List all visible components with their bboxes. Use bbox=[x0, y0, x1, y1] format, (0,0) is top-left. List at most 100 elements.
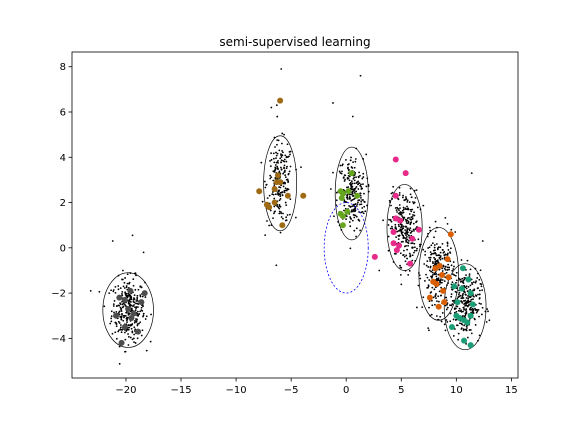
unlabeled-point bbox=[422, 249, 424, 251]
unlabeled-point bbox=[270, 107, 272, 109]
unlabeled-point bbox=[115, 322, 117, 324]
unlabeled-point bbox=[346, 215, 348, 217]
unlabeled-point bbox=[398, 238, 400, 240]
unlabeled-point bbox=[264, 181, 266, 183]
unlabeled-point bbox=[406, 233, 408, 235]
unlabeled-point bbox=[332, 102, 334, 104]
unlabeled-point bbox=[133, 304, 135, 306]
unlabeled-point bbox=[447, 269, 449, 271]
unlabeled-point bbox=[391, 226, 393, 228]
unlabeled-point bbox=[409, 213, 411, 215]
unlabeled-point bbox=[404, 229, 406, 231]
unlabeled-point bbox=[399, 194, 401, 196]
unlabeled-point bbox=[433, 253, 435, 255]
unlabeled-point bbox=[482, 240, 484, 242]
unlabeled-point bbox=[430, 291, 432, 293]
unlabeled-point bbox=[290, 166, 292, 168]
unlabeled-point bbox=[286, 156, 288, 158]
unlabeled-point bbox=[430, 257, 432, 259]
unlabeled-point bbox=[413, 229, 415, 231]
unlabeled-point bbox=[390, 228, 392, 230]
unlabeled-point bbox=[134, 322, 136, 324]
unlabeled-point bbox=[473, 296, 475, 298]
unlabeled-point bbox=[429, 260, 431, 262]
unlabeled-point bbox=[354, 179, 356, 181]
unlabeled-point bbox=[349, 198, 351, 200]
unlabeled-point bbox=[411, 260, 413, 262]
unlabeled-point bbox=[283, 134, 285, 136]
unlabeled-point bbox=[434, 304, 436, 306]
x-tick-label: −10 bbox=[226, 385, 247, 396]
unlabeled-point bbox=[466, 297, 468, 299]
unlabeled-point bbox=[358, 172, 360, 174]
unlabeled-point bbox=[281, 169, 283, 171]
unlabeled-point bbox=[128, 336, 130, 338]
unlabeled-point bbox=[405, 241, 407, 243]
unlabeled-point bbox=[333, 215, 335, 217]
unlabeled-point bbox=[450, 296, 452, 298]
x-tick-label: 10 bbox=[450, 385, 463, 396]
unlabeled-point bbox=[402, 231, 404, 233]
unlabeled-point bbox=[405, 231, 407, 233]
unlabeled-point bbox=[124, 304, 126, 306]
unlabeled-point bbox=[403, 225, 405, 227]
unlabeled-point bbox=[139, 294, 141, 296]
unlabeled-point bbox=[416, 220, 418, 222]
unlabeled-point bbox=[422, 296, 424, 298]
unlabeled-point bbox=[113, 289, 115, 291]
unlabeled-point bbox=[413, 211, 415, 213]
unlabeled-point bbox=[122, 279, 124, 281]
unlabeled-point bbox=[451, 264, 453, 266]
unlabeled-point bbox=[283, 186, 285, 188]
unlabeled-point bbox=[465, 274, 467, 276]
unlabeled-point bbox=[357, 203, 359, 205]
unlabeled-point bbox=[407, 199, 409, 201]
unlabeled-point bbox=[128, 294, 130, 296]
unlabeled-point bbox=[448, 249, 450, 251]
unlabeled-point bbox=[463, 307, 465, 309]
unlabeled-point bbox=[355, 176, 357, 178]
unlabeled-point bbox=[122, 270, 124, 272]
unlabeled-point bbox=[132, 301, 134, 303]
y-tick-label: 2 bbox=[60, 198, 66, 209]
unlabeled-point bbox=[409, 223, 411, 225]
unlabeled-point bbox=[99, 291, 101, 293]
unlabeled-point bbox=[408, 222, 410, 224]
unlabeled-point bbox=[122, 320, 124, 322]
labeled-point bbox=[394, 247, 400, 253]
unlabeled-point bbox=[435, 253, 437, 255]
unlabeled-point bbox=[357, 188, 359, 190]
unlabeled-point bbox=[452, 273, 454, 275]
unlabeled-point bbox=[448, 269, 450, 271]
unlabeled-point bbox=[398, 198, 400, 200]
unlabeled-point bbox=[459, 322, 461, 324]
unlabeled-point bbox=[431, 314, 433, 316]
unlabeled-point bbox=[275, 157, 277, 159]
unlabeled-point bbox=[436, 300, 438, 302]
unlabeled-point bbox=[119, 363, 121, 365]
labeled-point bbox=[448, 231, 454, 237]
unlabeled-point bbox=[439, 281, 441, 283]
unlabeled-point bbox=[438, 269, 440, 271]
unlabeled-point bbox=[427, 266, 429, 268]
unlabeled-point bbox=[409, 230, 411, 232]
unlabeled-point bbox=[439, 316, 441, 318]
unlabeled-point bbox=[430, 267, 432, 269]
unlabeled-point bbox=[128, 327, 130, 329]
unlabeled-point bbox=[453, 266, 455, 268]
unlabeled-point bbox=[278, 206, 280, 208]
unlabeled-point bbox=[395, 236, 397, 238]
unlabeled-point bbox=[461, 328, 463, 330]
x-tick-label: −15 bbox=[170, 385, 191, 396]
labeled-point bbox=[459, 286, 465, 292]
unlabeled-point bbox=[405, 198, 407, 200]
unlabeled-point bbox=[430, 251, 432, 253]
unlabeled-point bbox=[357, 201, 359, 203]
unlabeled-point bbox=[456, 324, 458, 326]
labeled-point bbox=[340, 222, 346, 228]
unlabeled-point bbox=[280, 211, 282, 213]
unlabeled-point bbox=[134, 289, 136, 291]
labeled-point bbox=[344, 209, 350, 215]
unlabeled-point bbox=[440, 256, 442, 258]
unlabeled-point bbox=[412, 201, 414, 203]
